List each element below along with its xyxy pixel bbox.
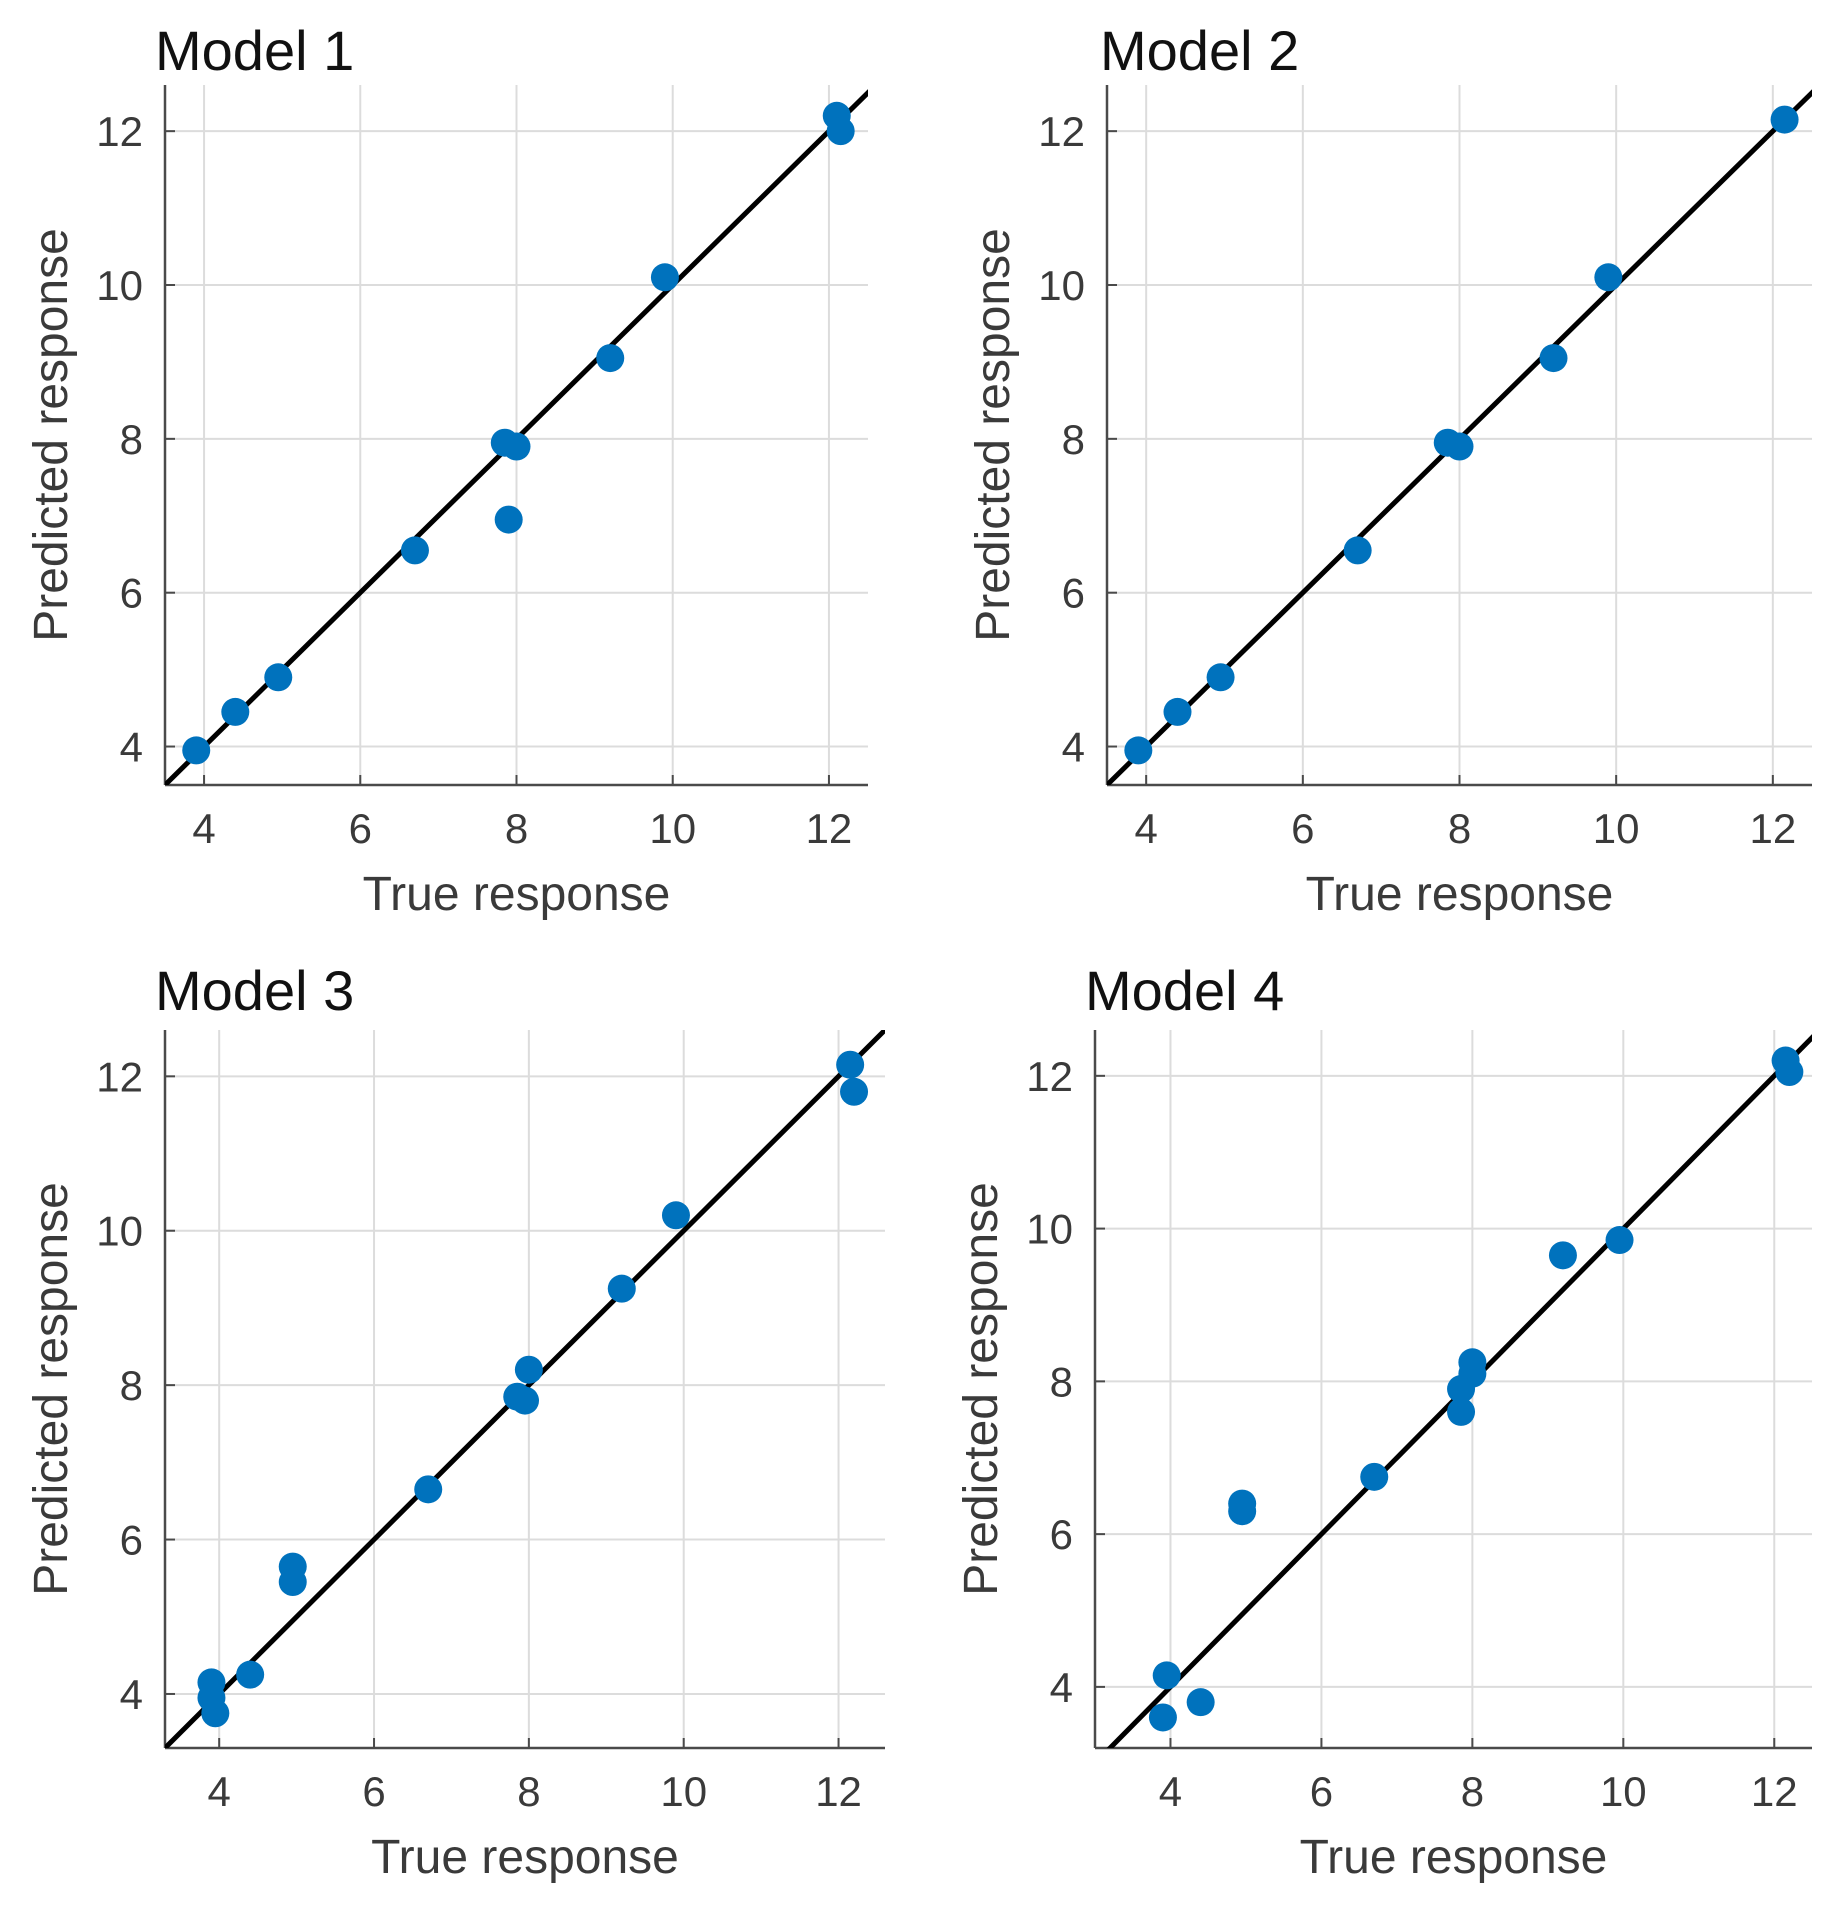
data-point	[607, 1274, 636, 1303]
y-tick-label: 4	[1050, 1664, 1073, 1711]
y-tick-label: 4	[120, 724, 143, 771]
panel-title: Model 1	[155, 19, 354, 82]
data-point	[182, 736, 211, 765]
x-axis-label: True response	[1306, 868, 1614, 921]
x-tick-label: 8	[1461, 1768, 1484, 1815]
y-tick-label: 12	[96, 1053, 143, 1100]
y-tick-label: 8	[1062, 416, 1085, 463]
panel-model-4: 4 6 8 10 12 4 6 8 10 12 Model 4 True response Predic…	[955, 959, 1812, 1884]
data-point	[1343, 536, 1372, 565]
data-point	[1124, 736, 1153, 765]
data-point	[502, 432, 531, 461]
y-tick-label: 8	[120, 416, 143, 463]
data-point	[1148, 1703, 1177, 1732]
data-point	[1447, 1397, 1476, 1426]
y-tick-label: 12	[1038, 108, 1085, 155]
y-tick-label: 8	[1050, 1358, 1073, 1405]
y-axis-label: Predicted response	[955, 1182, 1008, 1596]
x-tick-label: 10	[1593, 805, 1640, 852]
y-tick-label: 4	[1062, 724, 1085, 771]
data-point	[1445, 432, 1474, 461]
y-tick-label: 12	[96, 108, 143, 155]
data-point	[400, 536, 429, 565]
data-point	[236, 1660, 265, 1689]
x-axis-label: True response	[363, 868, 671, 921]
x-tick-label: 4	[208, 1768, 231, 1815]
data-point	[278, 1568, 307, 1597]
panel-title: Model 3	[155, 959, 354, 1022]
data-point	[221, 697, 250, 726]
data-point	[1594, 263, 1623, 292]
y-axis-label: Predicted response	[25, 228, 78, 642]
panel-model-1: 4 6 8 10 12 4 6 8 10 12 Model 1 True response Predic…	[25, 19, 868, 921]
data-point	[264, 663, 293, 692]
y-tick-label: 6	[120, 1517, 143, 1564]
data-point	[1163, 697, 1192, 726]
x-tick-label: 6	[362, 1768, 385, 1815]
data-points	[1124, 105, 1799, 765]
x-tick-label: 12	[1749, 805, 1796, 852]
data-point	[1186, 1688, 1215, 1717]
y-tick-label: 12	[1026, 1053, 1073, 1100]
y-tick-label: 6	[1062, 570, 1085, 617]
data-point	[1775, 1058, 1804, 1087]
x-tick-label: 4	[192, 805, 215, 852]
data-point	[494, 505, 523, 534]
data-point	[201, 1699, 230, 1728]
data-point	[826, 117, 855, 146]
x-tick-label: 10	[660, 1768, 707, 1815]
data-points	[182, 101, 855, 765]
x-axis-label: True response	[1300, 1831, 1608, 1884]
y-tick-label: 10	[1026, 1206, 1073, 1253]
panel-model-3: 4 6 8 10 12 4 6 8 10 12 Model 3 True response Predic…	[25, 959, 885, 1884]
y-tick-label: 10	[1038, 262, 1085, 309]
x-tick-label: 12	[1751, 1768, 1798, 1815]
x-tick-label: 6	[1310, 1768, 1333, 1815]
x-tick-label: 12	[806, 805, 853, 852]
data-point	[1605, 1226, 1634, 1255]
panel-title: Model 2	[1100, 19, 1299, 82]
data-point	[1360, 1462, 1389, 1491]
data-point	[1458, 1348, 1487, 1377]
data-point	[650, 263, 679, 292]
data-point	[1539, 344, 1568, 373]
x-axis-label: True response	[371, 1831, 679, 1884]
x-tick-label: 6	[349, 805, 372, 852]
data-point	[661, 1201, 690, 1230]
x-tick-label: 12	[815, 1768, 862, 1815]
reference-line-y-equals-x	[1106, 1034, 1812, 1748]
y-axis-label: Predicted response	[967, 228, 1020, 642]
panel-title: Model 4	[1085, 959, 1284, 1022]
x-tick-label: 10	[649, 805, 696, 852]
y-tick-label: 10	[96, 1208, 143, 1255]
y-tick-label: 6	[1050, 1511, 1073, 1558]
data-points	[197, 1050, 869, 1728]
data-point	[596, 344, 625, 373]
y-tick-label: 10	[96, 262, 143, 309]
data-point	[1548, 1241, 1577, 1270]
data-points	[1148, 1046, 1804, 1732]
x-tick-label: 8	[505, 805, 528, 852]
data-point	[840, 1077, 869, 1106]
panel-model-2: 4 6 8 10 12 4 6 8 10 12 Model 2 True response Predic…	[967, 19, 1812, 921]
x-tick-label: 4	[1134, 805, 1157, 852]
x-tick-label: 8	[1448, 805, 1471, 852]
data-point	[514, 1355, 543, 1384]
x-tick-label: 8	[517, 1768, 540, 1815]
data-point	[511, 1386, 539, 1415]
y-tick-label: 8	[120, 1362, 143, 1409]
data-point	[1206, 663, 1235, 692]
data-point	[836, 1050, 865, 1079]
data-point	[414, 1475, 443, 1504]
x-tick-label: 10	[1600, 1768, 1647, 1815]
x-tick-label: 6	[1291, 805, 1314, 852]
data-point	[1770, 105, 1799, 134]
y-axis-label: Predicted response	[25, 1182, 78, 1596]
x-tick-label: 4	[1159, 1768, 1182, 1815]
y-tick-label: 6	[120, 570, 143, 617]
data-point	[1152, 1661, 1181, 1690]
y-tick-label: 4	[120, 1671, 143, 1718]
data-point	[1228, 1497, 1257, 1526]
